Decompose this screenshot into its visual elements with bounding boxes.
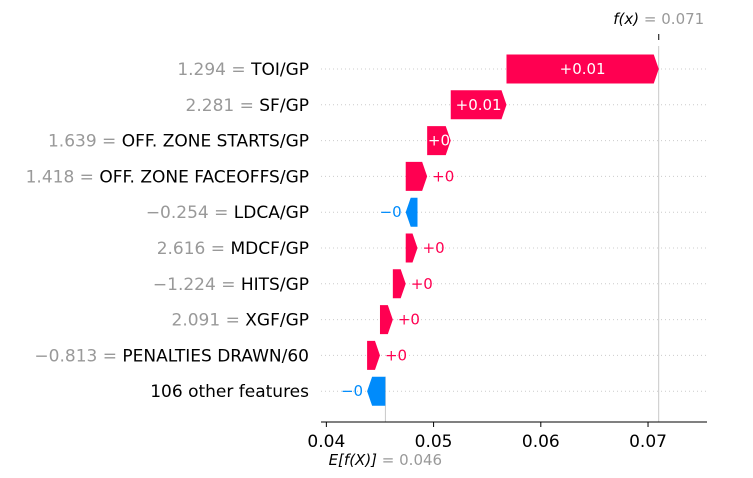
feature-label-9: −0.813 = PENALTIES DRAWN/60 [34, 346, 309, 366]
fx-label: f(x) = 0.071 [613, 10, 704, 28]
feature-value: −0.813 = [34, 346, 122, 366]
feature-labels: 1.294 = TOI/GP 2.281 = SF/GP 1.639 = OFF. … [26, 60, 310, 402]
feature-value: 1.294 = [177, 60, 251, 80]
feature-name: 106 other features [150, 382, 309, 402]
bar-label-5: −0 [380, 203, 402, 221]
feature-name: OFF. ZONE FACEOFFS/GP [99, 167, 309, 187]
bar-10 [367, 376, 386, 406]
bar-5 [405, 197, 418, 227]
bar-label-6: +0 [423, 239, 445, 257]
bar-6 [405, 233, 418, 263]
feature-name: LDCA/GP [234, 203, 309, 223]
base-value-footer: E[f(X)] = 0.046 [329, 451, 443, 469]
feature-name: PENALTIES DRAWN/60 [122, 346, 309, 366]
x-tick-label-3: 0.06 [522, 432, 560, 452]
gridlines [321, 68, 707, 392]
feature-name: OFF. ZONE STARTS/GP [122, 132, 309, 152]
feature-label-10: 106 other features [150, 382, 309, 402]
bar-label-10: −0 [341, 382, 363, 400]
bar-label-2: +0.01 [456, 96, 502, 114]
feature-label-5: −0.254 = LDCA/GP [146, 203, 309, 223]
reference-lines [384, 34, 660, 422]
bar-label-1: +0.01 [560, 60, 606, 78]
base-value-label: E[f(X)] = 0.046 [329, 451, 443, 469]
bar-7 [392, 269, 406, 299]
bar-4 [405, 161, 428, 191]
bar-3 [427, 126, 451, 156]
feature-value: 2.281 = [186, 96, 260, 116]
feature-name: MDCF/GP [230, 239, 309, 259]
feature-value: −1.224 = [153, 275, 241, 295]
bar-2 [450, 90, 507, 120]
feature-label-8: 2.091 = XGF/GP [172, 311, 309, 331]
feature-value: 2.616 = [157, 239, 231, 259]
bar-label-4: +0 [432, 167, 454, 185]
feature-label-4: 1.418 = OFF. ZONE FACEOFFS/GP [26, 167, 309, 187]
feature-label-6: 2.616 = MDCF/GP [157, 239, 309, 259]
feature-label-7: −1.224 = HITS/GP [153, 275, 309, 295]
fx-header: f(x) = 0.071 [613, 10, 704, 28]
bar-9 [367, 340, 380, 370]
feature-value: 2.091 = [172, 311, 246, 331]
feature-name: HITS/GP [241, 275, 309, 295]
bar-label-8: +0 [398, 311, 420, 329]
feature-name: TOI/GP [250, 60, 309, 80]
bar-label-7: +0 [411, 275, 433, 293]
bars: +0.01 +0.01 +0 +0 −0 +0 +0 +0 +0 −0 [341, 54, 659, 406]
bar-8 [379, 305, 393, 335]
feature-label-2: 2.281 = SF/GP [186, 96, 309, 116]
feature-value: 1.639 = [48, 132, 122, 152]
x-axis: 0.04 0.05 0.06 0.07 [307, 421, 707, 452]
feature-name: XGF/GP [245, 311, 309, 331]
feature-value: −0.254 = [146, 203, 234, 223]
x-tick-label-2: 0.05 [415, 432, 453, 452]
bar-label-9: +0 [385, 346, 407, 364]
bar-label-3: +0 [428, 132, 450, 150]
bar-1 [506, 54, 659, 84]
x-tick-label-1: 0.04 [307, 432, 345, 452]
feature-name: SF/GP [259, 96, 309, 116]
feature-label-3: 1.639 = OFF. ZONE STARTS/GP [48, 132, 309, 152]
feature-label-1: 1.294 = TOI/GP [177, 60, 309, 80]
x-tick-label-4: 0.07 [629, 432, 667, 452]
feature-value: 1.418 = [26, 167, 100, 187]
